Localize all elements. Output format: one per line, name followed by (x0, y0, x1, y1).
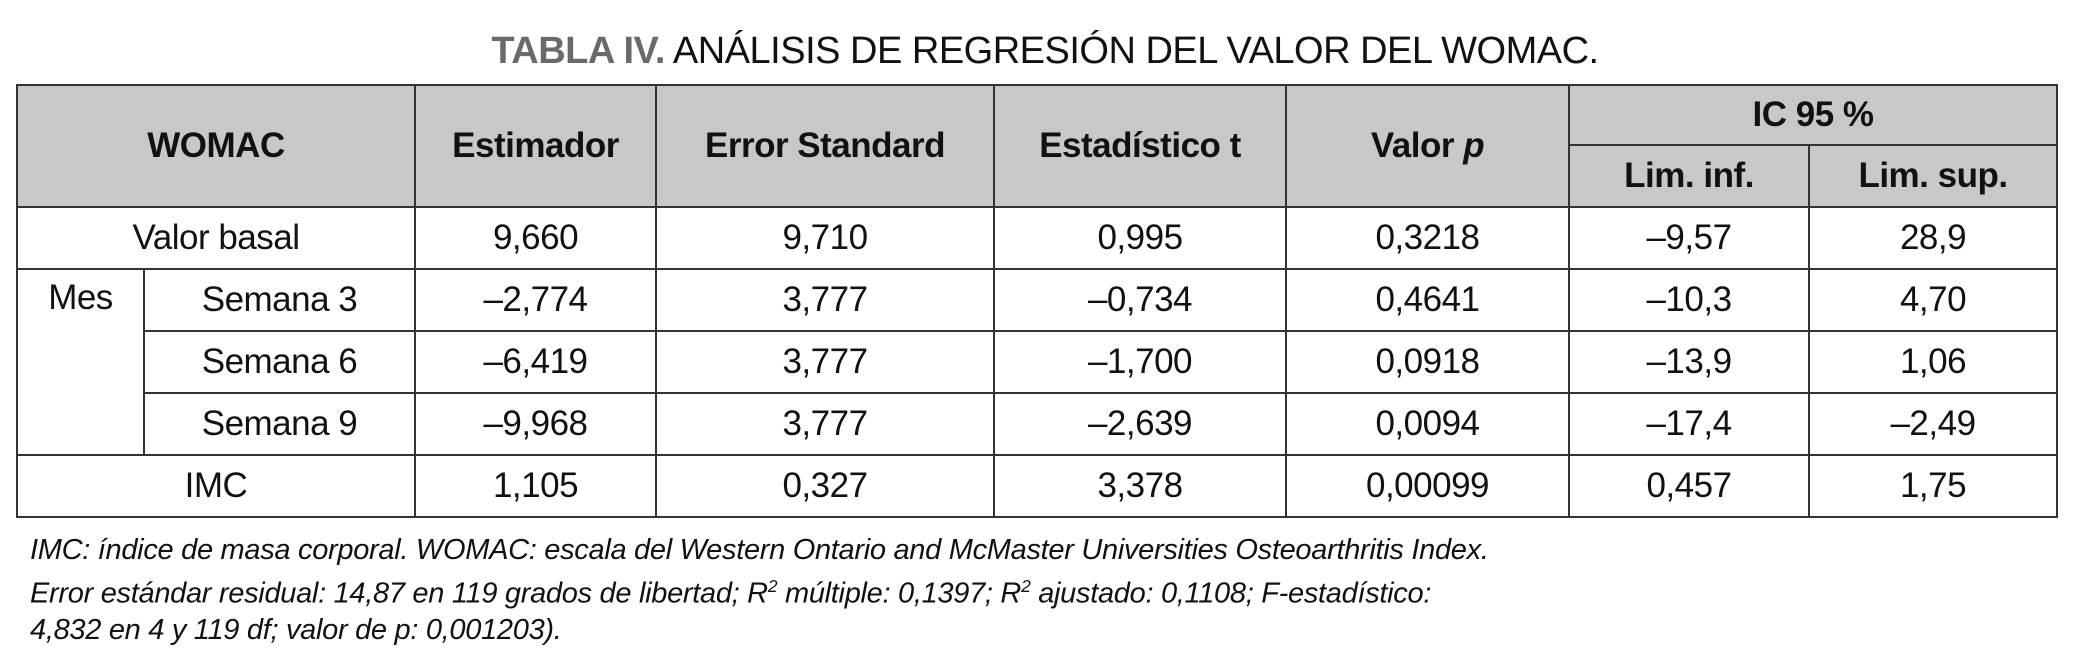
cell: 3,378 (993, 454, 1287, 518)
cell: 4,70 (1808, 268, 2058, 332)
cell: –17,4 (1568, 392, 1810, 456)
cell: 28,9 (1808, 206, 2058, 270)
row-label: Valor basal (16, 206, 416, 270)
header-ic: IC 95 % (1568, 84, 2058, 146)
group-label: Mes (16, 268, 145, 456)
header-p: Valor p (1285, 84, 1570, 208)
cell: –6,419 (414, 330, 657, 394)
superscript: 2 (1021, 576, 1031, 596)
footnote-text: múltiple: 0,1397; R (777, 577, 1022, 610)
cell: 9,710 (655, 206, 995, 270)
table-row: Semana 9 –9,968 3,777 –2,639 0,0094 –17,… (17, 392, 2058, 456)
header-estimador: Estimador (414, 84, 657, 208)
cell: –9,968 (414, 392, 657, 456)
table-number: TABLA IV. (491, 30, 665, 72)
cell: 1,105 (414, 454, 657, 518)
header-p-label: Valor (1370, 126, 1464, 165)
header-inf: Lim. inf. (1568, 144, 1810, 208)
table-row: Valor basal 9,660 9,710 0,995 0,3218 –9,… (16, 206, 2058, 270)
table-row: Mes Semana 3 –2,774 3,777 –0,734 0,4641 … (16, 268, 2058, 456)
footnote-text: ajustado: 0,1108; F-estadístico: (1030, 577, 1432, 610)
cell: –1,700 (993, 330, 1287, 394)
cell: –9,57 (1568, 206, 1810, 270)
header-error: Error Standard (655, 84, 995, 208)
footnote-line: 4,832 en 4 y 119 df; valor de p: 0,00120… (30, 613, 562, 646)
table-row: Semana 6 –6,419 3,777 –1,700 0,0918 –13,… (17, 330, 2058, 394)
table-footnote: IMC: índice de masa corporal. WOMAC: esc… (30, 532, 1489, 648)
cell: –10,3 (1568, 268, 1810, 332)
cell: –2,49 (1808, 392, 2058, 456)
cell: –0,734 (993, 268, 1287, 332)
cell: 0,995 (993, 206, 1287, 270)
cell: 3,777 (655, 330, 995, 394)
table-row: IMC 1,105 0,327 3,378 0,00099 0,457 1,75 (16, 454, 2058, 518)
regression-table: WOMAC Estimador Error Standard Estadísti… (16, 84, 2058, 518)
cell: 1,75 (1808, 454, 2058, 518)
row-label: IMC (16, 454, 416, 518)
cell: 0,327 (655, 454, 995, 518)
cell: 0,00099 (1285, 454, 1570, 518)
cell: 0,4641 (1285, 268, 1570, 332)
cell: 0,3218 (1285, 206, 1570, 270)
footnote-line: IMC: índice de masa corporal. WOMAC: esc… (30, 534, 1489, 566)
footnote-line: Error estándar residual: 14,87 en 119 gr… (30, 568, 1489, 612)
cell: 1,06 (1808, 330, 2058, 394)
row-label: Semana 6 (143, 330, 416, 394)
superscript: 2 (767, 576, 778, 596)
header-t: Estadístico t (993, 84, 1287, 208)
footnote-text: Error estándar residual: 14,87 en 119 gr… (30, 577, 768, 610)
cell: –13,9 (1568, 330, 1810, 394)
header-p-italic: p (1463, 126, 1485, 165)
row-label: Semana 9 (143, 392, 416, 456)
header-womac: WOMAC (16, 84, 416, 208)
cell: 3,777 (655, 268, 995, 332)
cell: –2,774 (414, 268, 657, 332)
cell: 3,777 (655, 392, 995, 456)
row-label: Semana 3 (143, 268, 416, 332)
table-title: TABLA IV. ANÁLISIS DE REGRESIÓN DEL VALO… (0, 30, 2090, 73)
cell: –2,639 (993, 392, 1287, 456)
cell: 0,457 (1568, 454, 1810, 518)
cell: 0,0094 (1285, 392, 1570, 456)
cell: 9,660 (414, 206, 657, 270)
table-caption: ANÁLISIS DE REGRESIÓN DEL VALOR DEL WOMA… (672, 30, 1599, 72)
header-sup: Lim. sup. (1808, 144, 2058, 208)
cell: 0,0918 (1285, 330, 1570, 394)
